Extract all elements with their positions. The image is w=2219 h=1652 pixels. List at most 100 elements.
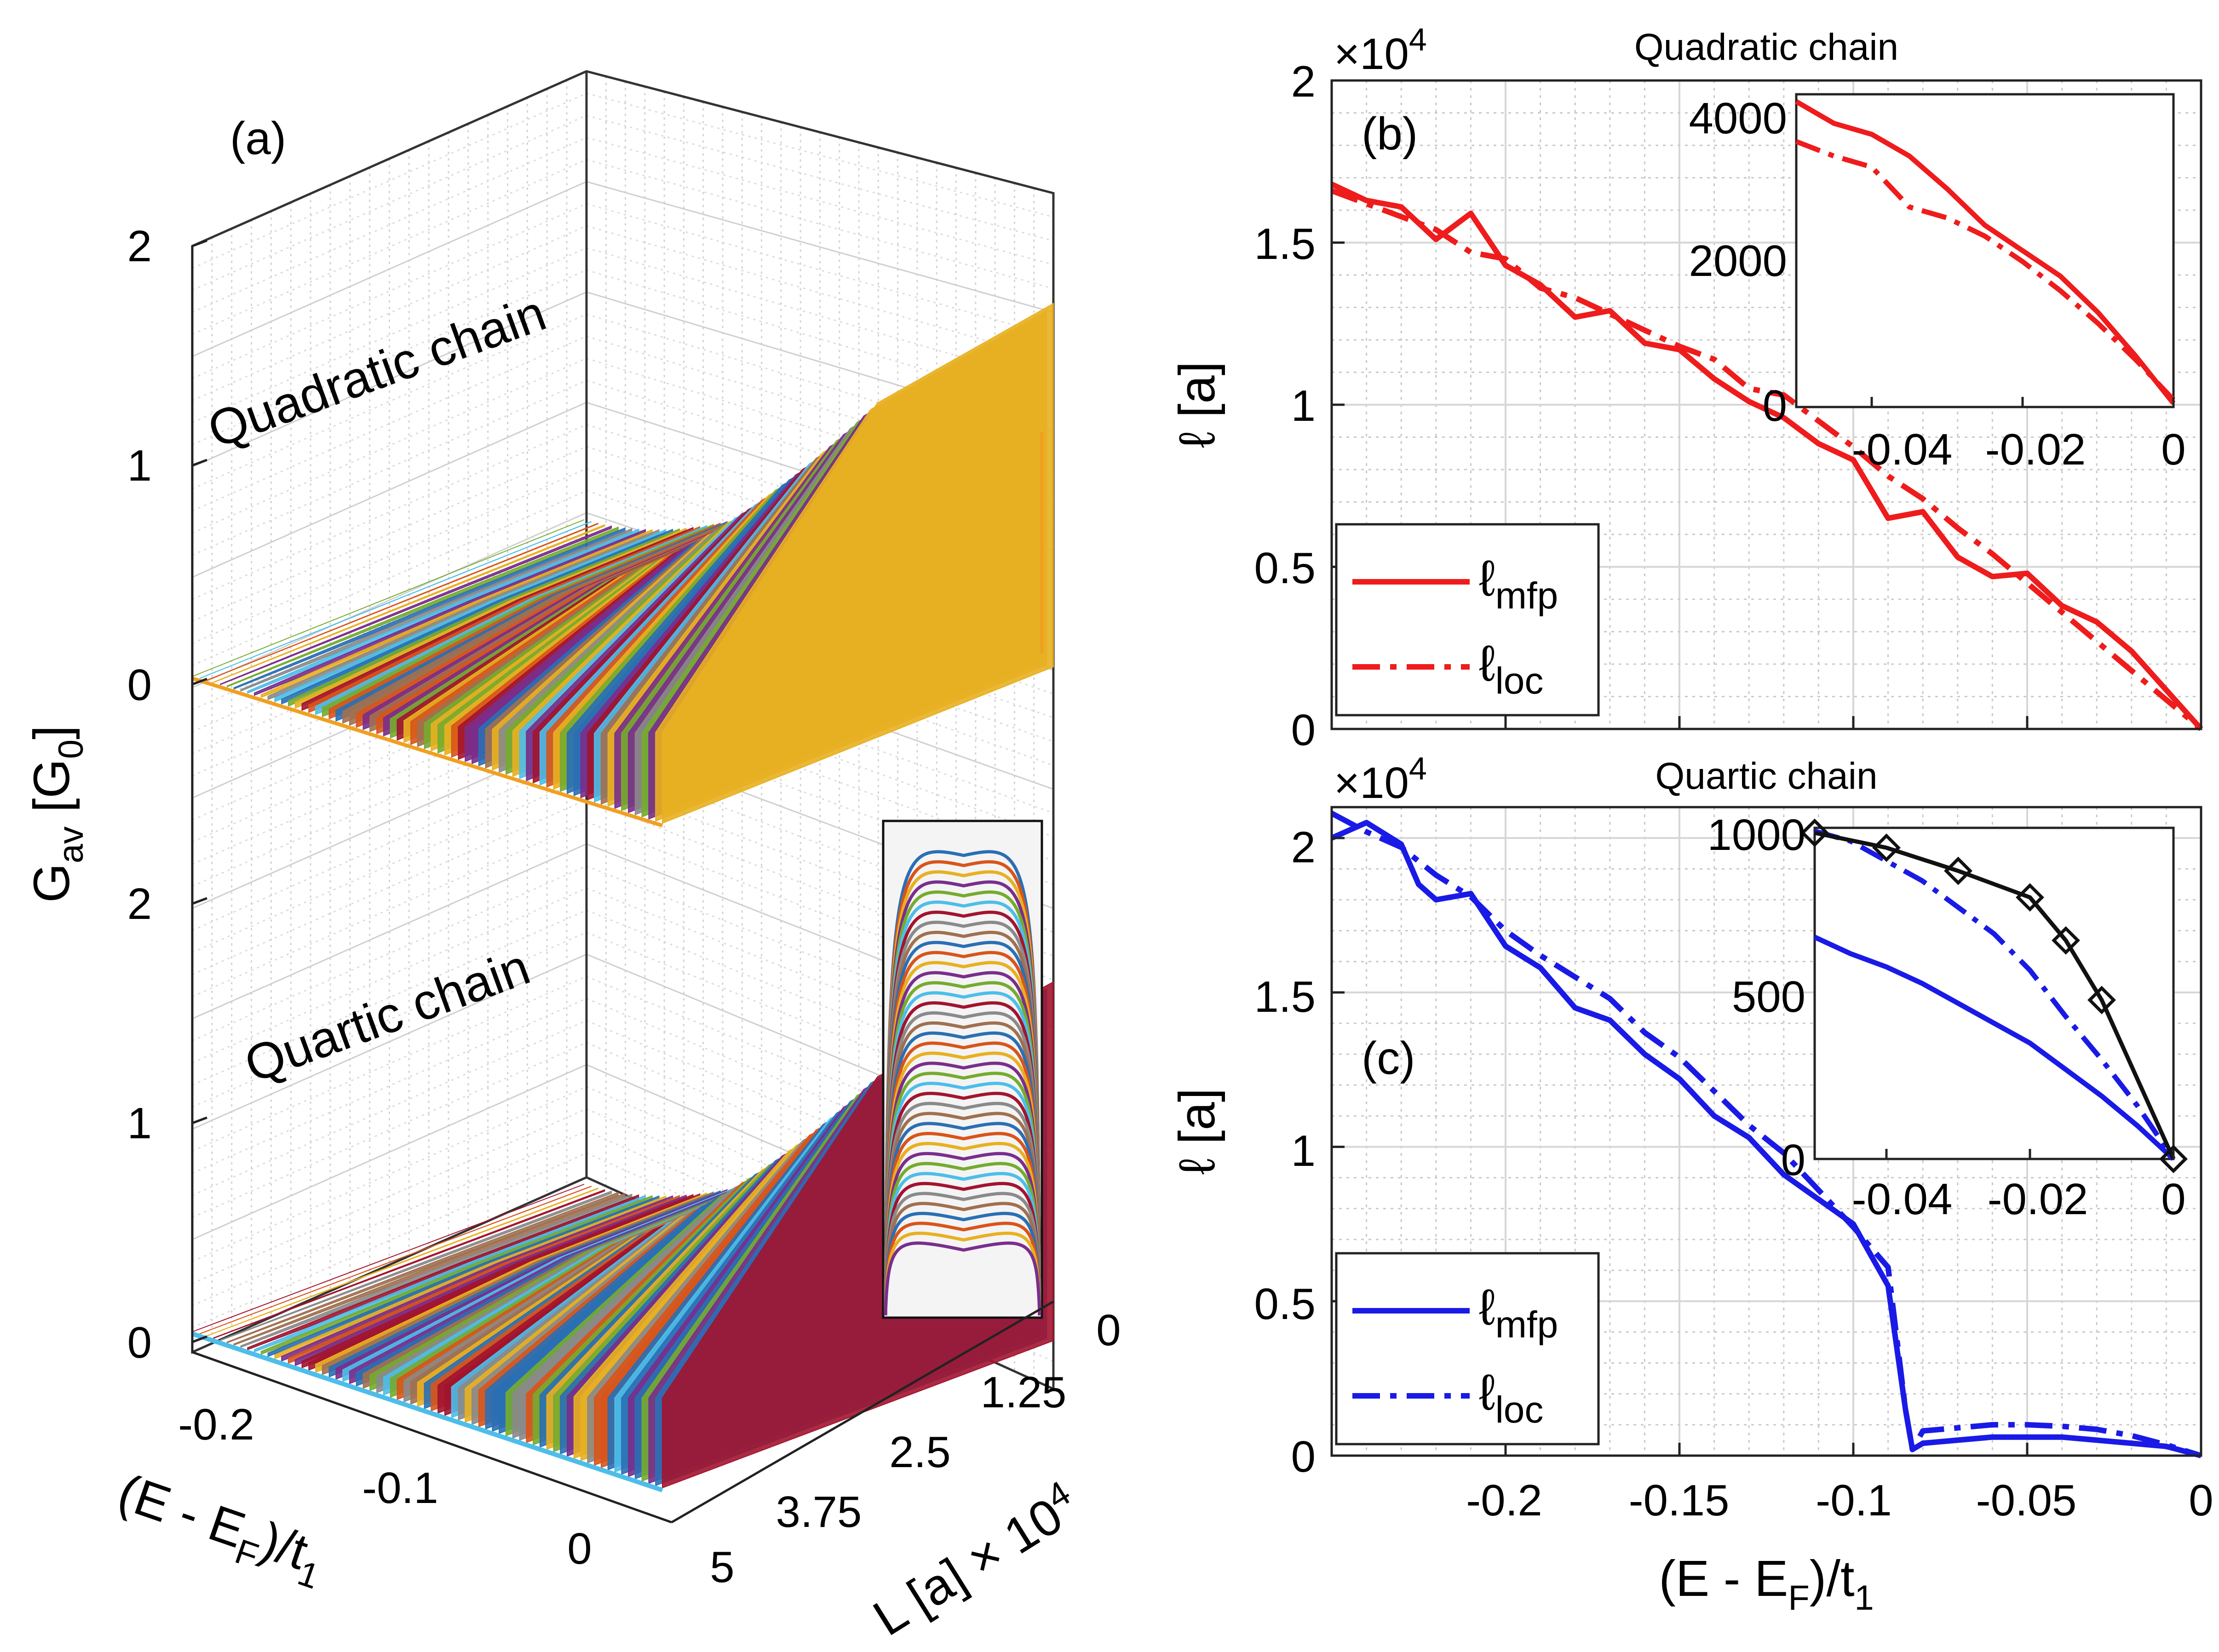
panel-b-inset-xtick-neg0.02: -0.02 — [1985, 425, 2086, 474]
quartic-end-curve — [884, 1241, 1041, 1316]
panel-b-inset-series — [1795, 99, 2176, 405]
panel-b-legend — [1335, 523, 1600, 717]
panel-c-xlabel: (E - EF)/t1 — [1659, 1550, 1874, 1618]
quadratic-surface-strip — [662, 303, 1054, 824]
panel-b-legend-loc: ℓloc — [1479, 635, 1543, 702]
panel-c-multiplier: ×104 — [1334, 751, 1427, 808]
quartic-front-edge — [191, 1331, 663, 1492]
length-tick-3: 3.75 — [776, 1487, 862, 1537]
panel-c-quartic-lengths: 2 1.5 1 0.5 0 -0.2 -0.15 -0.1 -0.05 0 (E… — [1169, 751, 2213, 1618]
left-wall-grid-line — [192, 909, 587, 1086]
panel-c-inset-diamond-marker — [2159, 1145, 2188, 1173]
panel-c-ytick-1.5: 1.5 — [1254, 972, 1316, 1021]
panel-c-series — [1330, 811, 2202, 1458]
z-tick-bottom-0: 0 — [127, 1318, 152, 1367]
left-wall-grid-line — [192, 777, 587, 953]
panel-c-inset-xtick-neg0.04: -0.04 — [1852, 1175, 1953, 1224]
z-tick-top-2: 2 — [127, 222, 152, 271]
quartic-chain-label: Quartic chain — [237, 938, 537, 1093]
panel-c-inset-xtick-neg0.02: -0.02 — [1988, 1175, 2088, 1224]
quadratic-surface-strip — [213, 524, 605, 683]
panel-c-xtick-neg0.1: -0.1 — [1816, 1476, 1891, 1525]
quadratic-surface — [191, 303, 1054, 827]
left-wall-grid-line — [192, 887, 587, 1064]
z-axis-label: Gav [G0] — [23, 725, 91, 902]
panel-c-label: (c) — [1362, 1032, 1415, 1084]
panel-b-quadratic-lengths: 2 1.5 1 0.5 0 ×104 Quadratic chain ℓ [a]… — [1169, 22, 2203, 755]
energy-axis-line — [192, 1351, 672, 1524]
left-wall-grid-line — [192, 931, 587, 1108]
panel-c-inset-loc-line — [1814, 828, 2176, 1161]
panel-c-inset-ticks — [1885, 1149, 2175, 1159]
panel-b-series — [1330, 182, 2203, 731]
z-tick-mark — [192, 239, 207, 247]
quartic-end-curve — [884, 1222, 1041, 1316]
left-wall-grid-line — [192, 137, 587, 313]
right-wall-grid-line — [586, 666, 1054, 838]
panel-c-xtick-neg0.05: -0.05 — [1976, 1476, 2077, 1525]
left-wall-grid-line — [192, 1064, 587, 1240]
quadratic-chain-label: Quadratic chain — [201, 284, 553, 459]
right-wall-grid-line — [586, 998, 1054, 1195]
panel-b-ytick-2: 2 — [1291, 57, 1316, 106]
z-tick-top-0: 0 — [127, 660, 152, 710]
left-wall-grid-line — [192, 159, 587, 335]
right-wall-grid-line — [586, 975, 1054, 1171]
quadratic-surface-strip — [199, 521, 592, 679]
panel-c-inset-diamond-marker — [1944, 856, 1972, 885]
length-tick-2: 2.5 — [889, 1428, 950, 1477]
length-tick-0: 0 — [1096, 1306, 1121, 1355]
panel-c-ytick-0.5: 0.5 — [1254, 1279, 1316, 1329]
panel-c-inset-ytick-0: 0 — [1781, 1136, 1805, 1185]
left-wall-grid-line — [192, 402, 587, 578]
quartic-surface — [191, 820, 1054, 1492]
left-wall-grid-line — [192, 975, 587, 1152]
panel-c-inset-xtick-0: 0 — [2161, 1175, 2185, 1224]
panel-c-series-loc-line — [1330, 811, 2202, 1458]
panel-c-legend-mfp: ℓmfp — [1479, 1279, 1558, 1346]
left-wall-grid-line — [192, 821, 587, 998]
panel-b-inset-ytick-0: 0 — [1763, 381, 1787, 430]
right-wall-grid-line — [586, 1042, 1054, 1243]
left-wall-grid-line — [192, 115, 587, 291]
right-wall-grid-line — [586, 644, 1054, 814]
z-tick-mark — [192, 1335, 207, 1343]
z-tick-mark — [192, 459, 207, 467]
panel-c-inset-diamond-marker — [1872, 833, 1901, 862]
quartic-surface-strip — [213, 1189, 605, 1339]
quartic-end-curve — [884, 1211, 1041, 1316]
panel-c-legend-loc: ℓloc — [1479, 1364, 1543, 1431]
left-wall-grid-line — [192, 92, 587, 269]
panel-a-label: (a) — [230, 113, 286, 164]
panel-c-inset-mfp-line — [1813, 935, 2175, 1161]
left-wall-grid-line — [192, 269, 587, 446]
right-wall-grid-line — [586, 1020, 1054, 1219]
left-wall-grid-line — [192, 490, 587, 666]
left-wall-grid-line — [192, 357, 587, 534]
quartic-surface-strip — [226, 1192, 619, 1344]
z-tick-bottom-2: 2 — [127, 879, 152, 929]
panel-c-inset-diamond-marker — [1800, 818, 1829, 847]
left-wall-grid-line — [192, 335, 587, 512]
z-tick-top-1: 1 — [127, 441, 152, 490]
length-axis-label: L [a] × 104 — [862, 1473, 1089, 1646]
panel-b-ytick-0.5: 0.5 — [1254, 544, 1316, 593]
panel-c-axes-box — [1330, 806, 2202, 1457]
panel-c-title: Quartic chain — [1655, 755, 1877, 797]
panel-b-ylabel: ℓ [a] — [1169, 361, 1225, 448]
z-tick-mark — [192, 897, 207, 905]
left-wall-grid-line — [192, 711, 587, 887]
left-wall-grid-line — [192, 666, 587, 843]
panel-c-ytick-1: 1 — [1291, 1126, 1316, 1176]
left-wall-grid-line — [192, 379, 587, 556]
left-wall-grid-line — [192, 953, 587, 1130]
left-wall-grid-line — [192, 865, 587, 1042]
panel-c-inset-fit-line — [1814, 831, 2176, 1160]
left-wall-grid-line — [192, 998, 587, 1174]
panel-c-xtick-0: 0 — [2189, 1476, 2213, 1525]
right-wall-grid-line — [586, 600, 1054, 766]
panel-c-xtick-neg0.15: -0.15 — [1629, 1476, 1730, 1525]
left-wall-grid-line — [192, 1042, 587, 1218]
panel-c-legend — [1335, 1252, 1600, 1446]
quadratic-front-edge — [191, 677, 663, 827]
